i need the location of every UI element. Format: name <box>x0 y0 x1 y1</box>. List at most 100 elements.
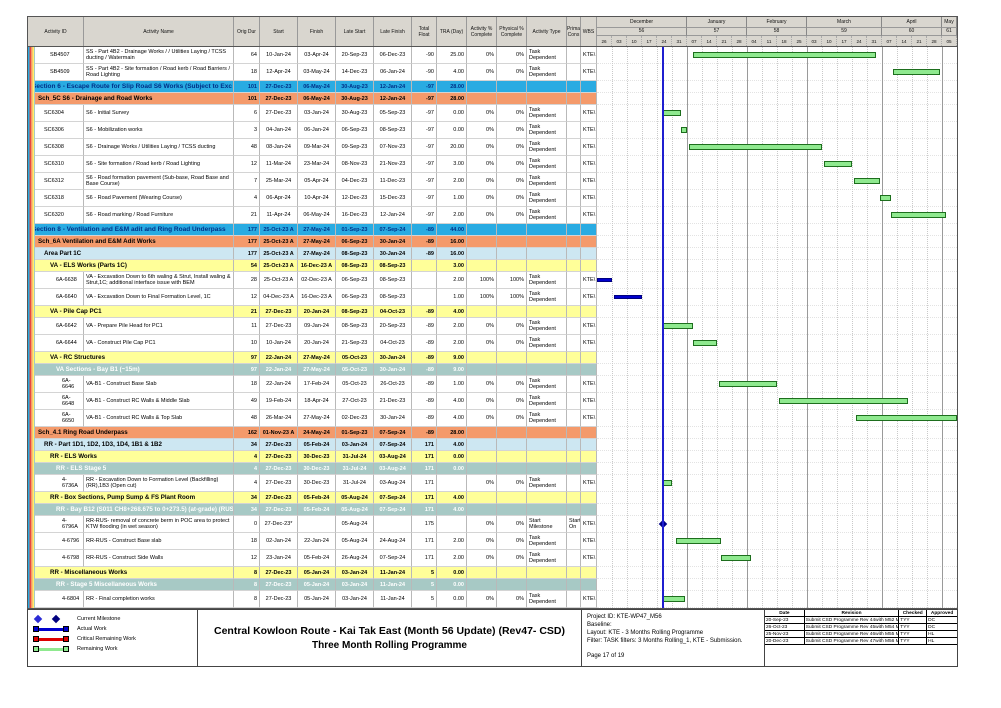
cell-lf: 30-Jan-24 <box>374 364 412 376</box>
cell-atype: Task Dependent <box>527 105 567 122</box>
cell-od: 12 <box>234 156 260 173</box>
cell-ap <box>467 224 497 236</box>
cell-start: 11-Apr-24 <box>260 207 298 224</box>
gantt-gridline <box>927 47 928 608</box>
gantt-gridline <box>627 47 628 608</box>
cell-tf: -90 <box>412 64 437 81</box>
gantt-bar-remaining <box>721 555 752 561</box>
cell-ls: 04-Dec-23 <box>336 173 374 190</box>
cell-pp <box>497 364 527 376</box>
cell-od: 6 <box>234 105 260 122</box>
row-4-6804: 4-6804 RR - Final completion works 8 27-Dec… <box>28 591 957 608</box>
cell-tf: 171 <box>412 550 437 567</box>
month-label: February <box>747 17 807 28</box>
cell-wbs <box>581 260 597 272</box>
cell-finish: 27-May-24 <box>298 364 336 376</box>
cell-prima: Start On <box>567 516 581 533</box>
cell-wbs <box>581 81 597 93</box>
cell-start: 27-Dec-23 <box>260 451 298 463</box>
cell-name: RR - Final completion works <box>84 591 234 608</box>
cell-ls: 27-Oct-23 <box>336 393 374 410</box>
cell-ls: 01-Sep-23 <box>336 427 374 439</box>
cell-id: SC6304 <box>28 105 84 122</box>
cell-od: 11 <box>234 318 260 335</box>
cell-start: 27-Dec-23 <box>260 591 298 608</box>
month-label: December <box>597 17 687 28</box>
cell-pp: 0% <box>497 410 527 427</box>
legend-bar-cap <box>33 636 39 642</box>
cell-id: 6A-6648 <box>28 393 84 410</box>
cell-prima <box>567 47 581 64</box>
column-header-wbs: WBS <box>581 17 597 46</box>
cell-od: 28 <box>234 272 260 289</box>
revision-header-cell: Checked <box>899 610 928 617</box>
table-header-row: Activity ID Activity Name Orig Dur Start Fin… <box>28 17 957 47</box>
cell-tf: 171 <box>412 504 437 516</box>
cell-ls: 06-Sep-23 <box>336 289 374 306</box>
gantt-bar-actual <box>597 278 612 282</box>
gantt-bar-remaining <box>890 212 947 218</box>
row-cells: Section 8 - Ventilation and E&M adit and… <box>28 224 597 236</box>
cell-tra: 0.00 <box>437 463 467 475</box>
cell-ls: 31-Jul-24 <box>336 463 374 475</box>
revision-cell: 26-Oct-23 <box>765 624 805 631</box>
timeline-months-row: December January February March April May <box>597 17 957 28</box>
cell-pp: 0% <box>497 105 527 122</box>
cell-start: 27-Dec-23 <box>260 579 298 591</box>
group-row-sub: RR - Miscellaneous Works 8 27-Dec-23 05-Jan… <box>28 567 957 579</box>
cell-pp: 0% <box>497 393 527 410</box>
cell-name: S6 - Road Pavement (Wearing Course) <box>84 190 234 207</box>
cell-finish: 24-May-24 <box>298 427 336 439</box>
cell-pp: 0% <box>497 173 527 190</box>
cell-prima <box>567 224 581 236</box>
gantt-gridline <box>852 47 853 608</box>
cell-ls: 06-Sep-23 <box>336 272 374 289</box>
revision-header-cell: Date <box>765 610 805 617</box>
cell-tf: -97 <box>412 173 437 190</box>
row-cells: SC6312 S6 - Road formation pavement (Sub-… <box>28 173 597 190</box>
cell-id: 4-6796A <box>28 516 84 533</box>
cell-ap: 0% <box>467 318 497 335</box>
cell-start: 27-Dec-23 <box>260 81 298 93</box>
group-name: Section 6 - Escape Route for Slip Road S… <box>28 81 234 93</box>
cell-wbs: KTE\ <box>581 173 597 190</box>
legend-bar-cap <box>63 636 69 642</box>
cell-pp <box>497 439 527 451</box>
row-cells: SC6304 S6 - Initial Survey 6 27-Dec-23 03-Ja… <box>28 105 597 122</box>
cell-ls: 03-Jan-24 <box>336 579 374 591</box>
legend-milestone-icon <box>33 614 77 624</box>
cell-atype <box>527 567 567 579</box>
group-name: RR - ELS Works <box>28 451 234 463</box>
cell-wbs: KTE\ <box>581 533 597 550</box>
cell-ap <box>467 81 497 93</box>
cell-prima <box>567 64 581 81</box>
cell-ls: 14-Dec-23 <box>336 64 374 81</box>
cell-lf: 21-Nov-23 <box>374 156 412 173</box>
cell-prima <box>567 139 581 156</box>
gantt-bar-remaining <box>663 110 681 116</box>
cell-pp: 0% <box>497 591 527 608</box>
row-cells: RR - ELS Stage 5 4 27-Dec-23 30-Dec-23 31-Ju… <box>28 463 597 475</box>
cell-ap: 0% <box>467 156 497 173</box>
gantt-gridline <box>897 47 898 608</box>
group-row-sub: VA - Pile Cap PC1 21 27-Dec-23 20-Jan-24 08-… <box>28 306 957 318</box>
group-name: RR - Part 1D1, 1D2, 1D3, 1D4, 1B1 & 1B2 <box>28 439 234 451</box>
cell-ap: 0% <box>467 207 497 224</box>
legend-label: Actual Work <box>77 626 107 632</box>
cell-lf: 05-Sep-23 <box>374 105 412 122</box>
cell-tf: -97 <box>412 207 437 224</box>
cell-name: S6 - Initial Survey <box>84 105 234 122</box>
cell-prima <box>567 451 581 463</box>
cell-ls: 05-Aug-24 <box>336 492 374 504</box>
cell-pp <box>497 352 527 364</box>
cell-atype: Task Dependent <box>527 335 567 352</box>
column-header-lf: Late Finish <box>374 17 412 46</box>
gantt-bar-remaining <box>854 178 880 184</box>
cell-ap: 0% <box>467 47 497 64</box>
cell-ap: 0% <box>467 516 497 533</box>
cell-atype <box>527 492 567 504</box>
row-cells: SC6320 S6 - Road marking / Road Furniture… <box>28 207 597 224</box>
cell-id: 4-6736A <box>28 475 84 492</box>
column-header-id: Activity ID <box>28 17 84 46</box>
row-SB4509: SB4509 SS - Part 4B2 - Site formation / R… <box>28 64 957 81</box>
